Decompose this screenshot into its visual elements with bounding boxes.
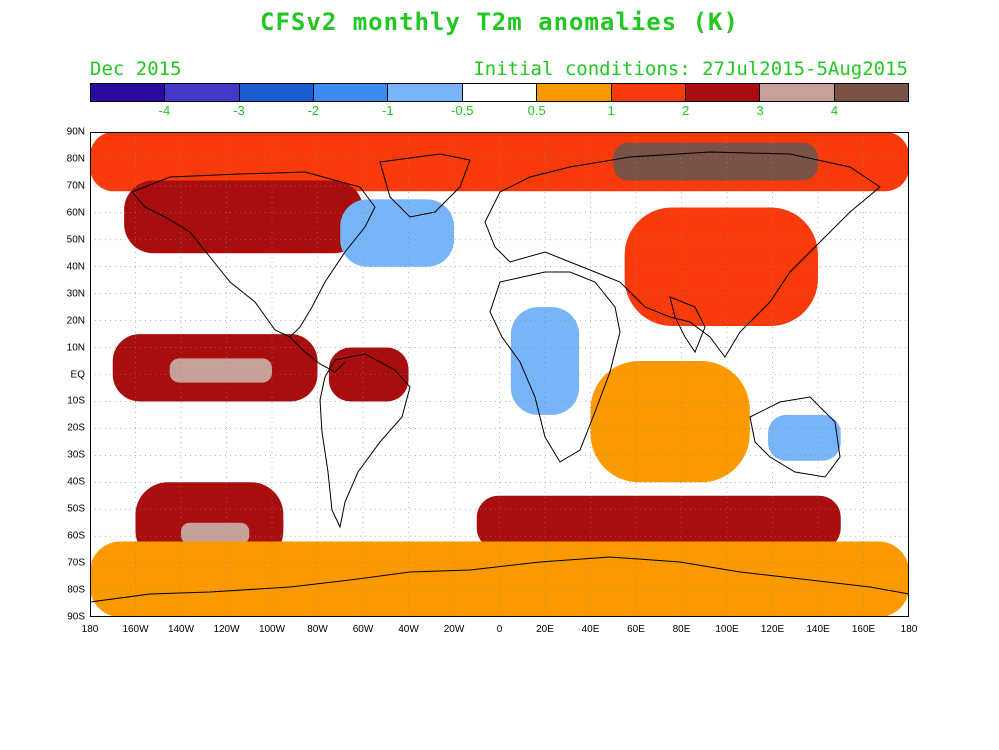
- greenland-outline: [379, 153, 471, 218]
- lat-label: 40S: [67, 476, 85, 488]
- lon-label: 100E: [715, 624, 739, 635]
- lon-label: 100W: [258, 624, 286, 635]
- lon-label: 20E: [536, 624, 554, 635]
- lat-label: 10N: [66, 342, 85, 354]
- legend-tick-label: -1: [382, 103, 394, 118]
- page-title: CFSv2 monthly T2m anomalies (K): [260, 8, 739, 36]
- lon-label: 80E: [672, 624, 691, 635]
- legend-tick-label: 0.5: [527, 103, 546, 118]
- legend-swatch-6: [537, 84, 612, 101]
- anomaly-map: [90, 132, 909, 617]
- anomaly-region-alaska-canada: [124, 180, 363, 254]
- legend-swatch-7: [611, 84, 686, 101]
- lon-label: 180: [900, 624, 918, 635]
- lon-label: 0: [496, 624, 503, 635]
- lon-label: 40E: [581, 624, 600, 635]
- lon-label: 120W: [213, 624, 240, 635]
- anomaly-region-australia-cool: [767, 414, 841, 461]
- legend-swatch-1: [165, 84, 240, 101]
- lat-label: 40N: [66, 261, 85, 273]
- lat-label: 70S: [67, 557, 85, 569]
- lat-label: 20S: [67, 422, 85, 434]
- anomaly-region-africa-cool: [510, 307, 580, 415]
- legend-tick-label: -3: [233, 103, 245, 118]
- lon-label: 140W: [167, 624, 195, 635]
- antarctica-outline: [90, 556, 909, 603]
- anomaly-region-antarctica-warm: [90, 541, 909, 617]
- lon-label: 160W: [122, 624, 149, 635]
- legend-tick-label: 3: [756, 103, 764, 118]
- legend-tick-label: 2: [682, 103, 690, 118]
- lon-label: 160E: [851, 624, 876, 635]
- legend-ticks: -4 -3 -2 -1 -0.5 0.5 1 2 3 4: [90, 103, 909, 121]
- initial-conditions: Initial conditions: 27Jul2015-5Aug2015: [473, 58, 908, 80]
- lat-label: 30N: [66, 288, 85, 300]
- lat-label: 90N: [66, 126, 85, 138]
- map-frame: [90, 132, 909, 617]
- anomaly-region-southern-ocean-warm: [476, 495, 841, 550]
- anomaly-fills: [90, 132, 909, 617]
- anomaly-region-south-pacific-core: [181, 522, 250, 545]
- lon-label: 180: [81, 624, 99, 635]
- north-america-outline: [131, 171, 376, 338]
- legend-swatch-8: [685, 84, 761, 101]
- legend-tick-label: 4: [830, 103, 839, 118]
- lat-label: 60N: [66, 207, 85, 219]
- legend-swatch-5: [462, 84, 538, 101]
- lat-label: 70N: [66, 180, 85, 192]
- eurasia-outline: [484, 151, 881, 358]
- lat-label: 80N: [66, 153, 85, 165]
- legend-swatch-9: [760, 84, 835, 101]
- lat-label: 30S: [67, 449, 85, 461]
- anomaly-region-amazon-warm: [328, 347, 409, 402]
- lat-label: 60S: [67, 530, 85, 542]
- lon-label: 60W: [352, 624, 374, 635]
- anomaly-region-siberia-high: [613, 142, 818, 181]
- lat-label: 50N: [66, 234, 85, 246]
- india-outline: [669, 296, 706, 354]
- lon-label: 80W: [307, 624, 328, 635]
- lat-label: 20N: [66, 315, 85, 327]
- lat-label: EQ: [70, 369, 85, 380]
- lat-label: 90S: [67, 611, 85, 623]
- legend-swatch-3: [314, 84, 389, 101]
- australia-outline: [749, 396, 841, 478]
- lon-label: 60E: [627, 624, 645, 635]
- legend-tick-label: -0.5: [451, 103, 474, 118]
- anomaly-region-greenland-cool: [340, 199, 454, 267]
- lon-label: 120E: [760, 624, 785, 635]
- lon-label: 140E: [806, 624, 830, 635]
- central-america-outline: [289, 336, 346, 373]
- color-legend-bar: [90, 83, 909, 102]
- legend-swatch-10: [834, 84, 908, 101]
- lat-label: 10S: [67, 395, 85, 407]
- legend-swatch-0: [91, 84, 166, 101]
- legend-tick-label: 1: [607, 103, 615, 118]
- anomaly-region-enso-core: [169, 358, 272, 383]
- legend-tick-label: -2: [307, 103, 320, 118]
- anomaly-region-asia-warm: [624, 207, 818, 326]
- africa-outline: [489, 271, 621, 463]
- legend-swatch-2: [239, 84, 315, 101]
- anomaly-region-indian-ocean-warm: [590, 361, 750, 483]
- lon-label: 20W: [443, 624, 465, 635]
- lat-label: 50S: [67, 503, 85, 515]
- graticule: [90, 132, 909, 617]
- lon-label: 40W: [398, 624, 419, 635]
- forecast-month: Dec 2015: [90, 58, 182, 80]
- legend-tick-label: -4: [158, 103, 171, 118]
- coastlines: [90, 151, 909, 603]
- south-america-outline: [319, 353, 411, 529]
- legend-swatch-4: [388, 84, 463, 101]
- lat-label: 80S: [67, 584, 85, 596]
